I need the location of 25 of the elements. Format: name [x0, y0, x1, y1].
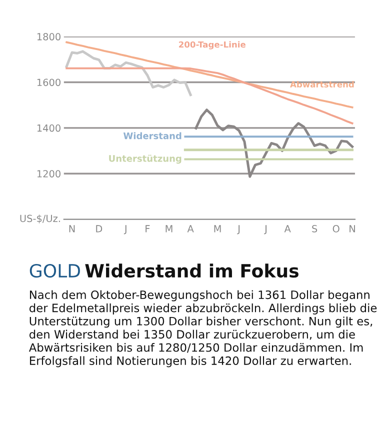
x-tick-label: J — [237, 225, 240, 234]
x-tick-label: J — [124, 225, 126, 234]
line-series — [65, 50, 192, 96]
text: Nach dem Oktober-Bewegungshoch bei 1361 Dollar begann der Edelmetallpreis wieder abzubröckeln. Allerdings blieb die Unterstützung um 1300 Dollar bisher verschont. Nun gilt es, den Widerstand bei 1350 Dollar zurückzuerobern, um die Abwärtsrisiken bis auf 1280/1250 Dollar einzudämmen. Im Erfolgsfall sind Notierungen bis 1420 Dollar zu erwarten. — [28, 290, 377, 368]
x-tick-label: J — [264, 225, 267, 234]
x-tick-label: M — [166, 225, 172, 232]
x-tick-label: S — [312, 225, 318, 232]
x-tick-label: M — [214, 225, 221, 232]
y-tick-label: 1400 — [37, 124, 60, 132]
series-label: Widerstand — [123, 132, 182, 140]
y-tick-label: 1800 — [37, 33, 60, 40]
text: GOLD — [30, 264, 80, 278]
x-tick-label: A — [187, 225, 194, 232]
x-tick-label: O — [332, 225, 340, 232]
x-tick-label: A — [284, 225, 291, 232]
x-tick-label: D — [96, 225, 102, 232]
y-axis-title: US-$/Uz. — [20, 214, 60, 224]
y-tick-label: 1200 — [37, 170, 60, 178]
text: 200-Tage-Linie — [179, 41, 246, 50]
y-tick-label: 1600 — [37, 78, 60, 86]
x-tick-label: F — [146, 225, 150, 232]
text: Widerstand im Fokus — [85, 264, 298, 278]
series-label: Unterstützung — [109, 154, 182, 164]
x-tick-label: N — [350, 225, 355, 232]
x-tick-label: N — [69, 225, 75, 232]
